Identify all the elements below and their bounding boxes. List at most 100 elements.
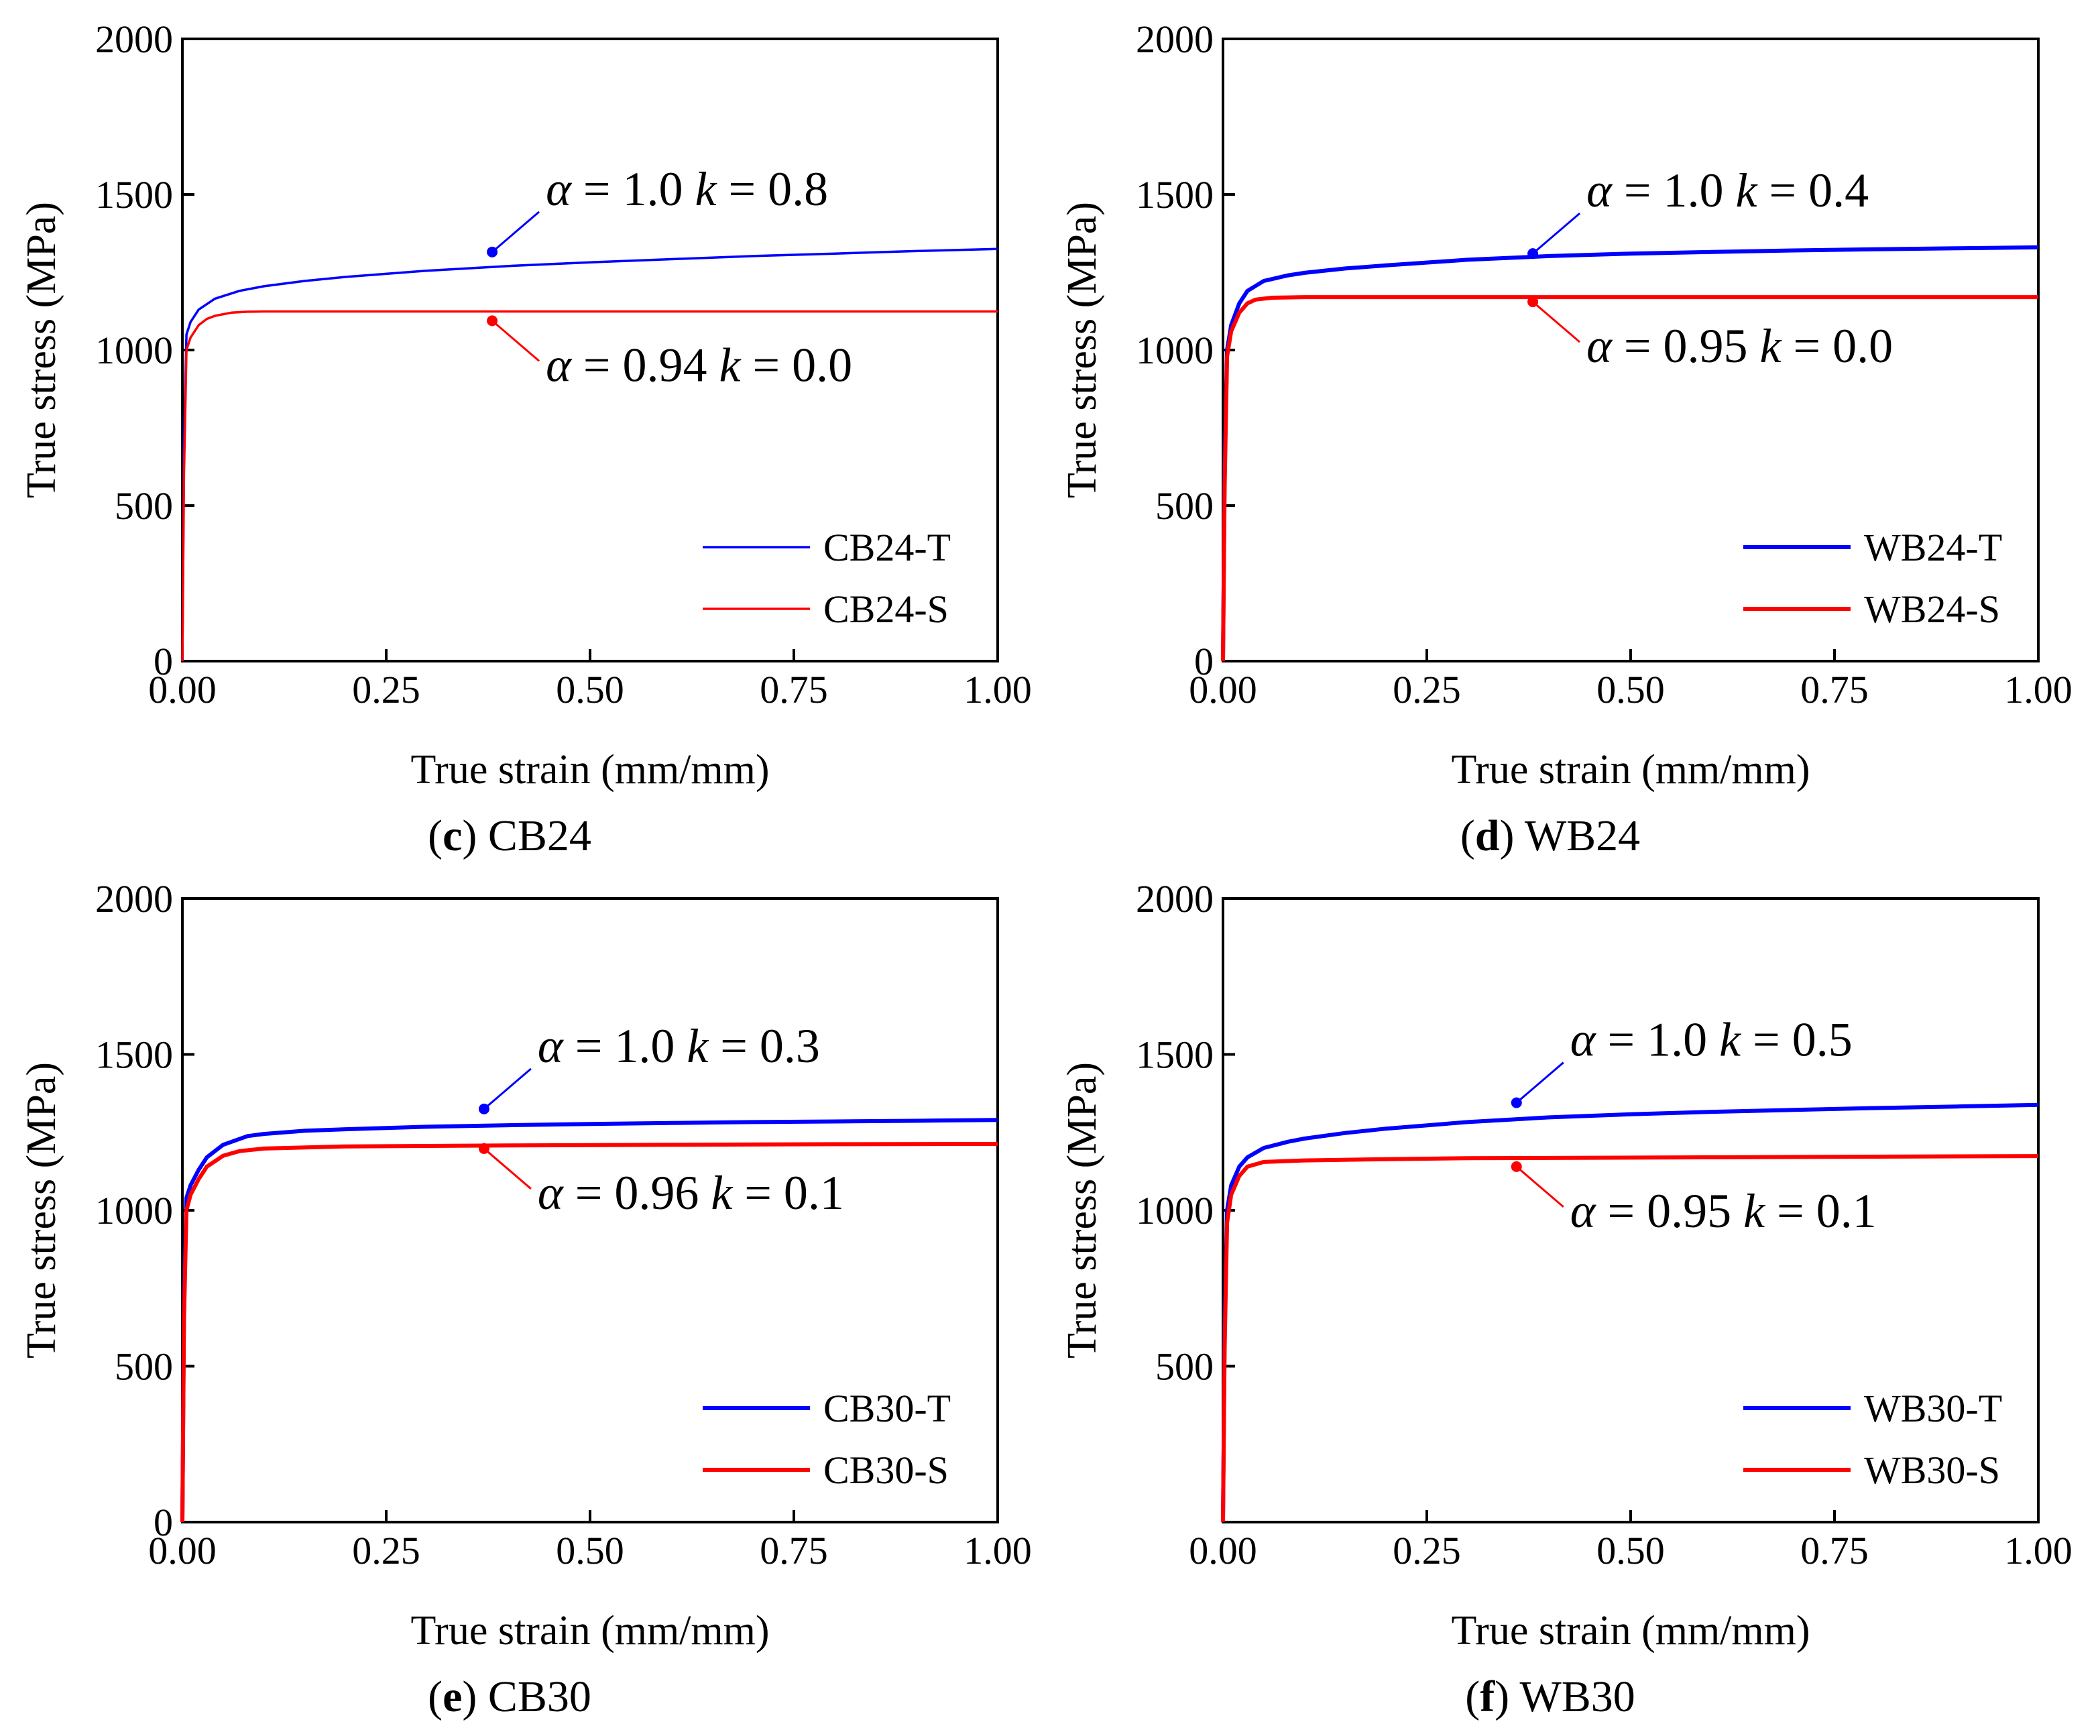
annotation-point (1511, 1097, 1522, 1108)
y-tick-label: 1500 (95, 173, 173, 217)
annotation-k: 0.8 (768, 162, 828, 216)
legend-label: CB30-S (823, 1448, 949, 1492)
annotation-alpha: 0.95 (1663, 319, 1747, 373)
annotation-leader (1515, 1165, 1564, 1208)
x-tick-label: 0.25 (352, 668, 420, 711)
x-tick-label: 0.00 (1189, 668, 1257, 711)
y-tick-label: 1000 (95, 329, 173, 372)
y-tick-label: 0 (154, 1501, 173, 1544)
x-tick-label: 1.00 (964, 668, 1032, 711)
y-tick-label: 1500 (1136, 1033, 1214, 1077)
x-tick-label: 0.75 (1800, 668, 1869, 711)
y-tick-label: 1000 (1136, 329, 1214, 372)
annotation-point (478, 1103, 489, 1114)
annotation-leader (491, 211, 540, 253)
x-tick-label: 0.25 (1393, 1529, 1461, 1572)
panel-caption: (d) WB24 (1460, 811, 1640, 860)
annotation-label: α = 1.0 k = 0.5 (1570, 1013, 1853, 1067)
caption-text: WB30 (1519, 1672, 1635, 1721)
x-tick-label: 0.00 (1189, 1529, 1257, 1572)
series-line-WB24-T (1221, 245, 2039, 662)
y-axis-title: True stress (MPa) (19, 1062, 64, 1358)
y-axis-title: True stress (MPa) (1059, 202, 1105, 498)
annotation-label: α = 0.94 k = 0.0 (546, 338, 852, 392)
x-tick-label: 0.50 (556, 1529, 624, 1572)
legend-label: WB24-S (1864, 587, 2000, 631)
annotation-label: α = 0.95 k = 0.1 (1570, 1184, 1877, 1238)
annotation-alpha: 1.0 (1647, 1013, 1707, 1067)
annotation-leader (483, 1147, 532, 1190)
caption-letter: e (443, 1672, 462, 1721)
x-tick-label: 0.50 (1596, 1529, 1665, 1572)
panel-caption: (c) CB24 (428, 811, 591, 860)
y-tick-label: 1000 (1136, 1189, 1214, 1232)
annotation-point (1527, 248, 1539, 259)
annotation-leader (491, 320, 540, 362)
annotation-k: 0.5 (1792, 1013, 1853, 1067)
legend-label: CB30-T (823, 1387, 951, 1430)
y-tick-label: 500 (1155, 484, 1214, 528)
x-axis-title: True strain (mm/mm) (1451, 1608, 1810, 1654)
legend-label: WB24-T (1864, 526, 2002, 569)
series-line-WB30-S (1221, 1154, 2039, 1523)
x-tick-label: 0.75 (1800, 1529, 1869, 1572)
annotation-point (487, 246, 498, 257)
y-tick-label: 0 (1194, 640, 1214, 683)
x-tick-label: 0.50 (556, 668, 624, 711)
x-axis-title: True strain (mm/mm) (1451, 747, 1810, 793)
x-tick-label: 0.75 (760, 1529, 828, 1572)
annotation-leader (483, 1067, 532, 1110)
y-tick-label: 0 (154, 640, 173, 683)
x-tick-label: 1.00 (964, 1529, 1032, 1572)
panel-caption: (f) WB30 (1465, 1672, 1635, 1721)
series-line-WB30-T (1221, 1102, 2039, 1523)
x-axis-title: True strain (mm/mm) (410, 1608, 769, 1654)
annotation-alpha: 1.0 (622, 162, 683, 216)
annotation-k: 0.3 (760, 1019, 820, 1073)
annotation-k: 0.0 (1832, 319, 1893, 373)
annotation-k: 0.1 (784, 1166, 844, 1220)
annotation-k: 0.4 (1808, 164, 1869, 217)
x-tick-label: 0.25 (1393, 668, 1461, 711)
panel-c: 0.00 0.25 0.50 0.75 1.00 0 500 1000 1500 2000 True… (19, 17, 1032, 860)
y-tick-label: 1500 (1136, 173, 1214, 217)
annotation-label: α = 1.0 k = 0.4 (1586, 164, 1869, 217)
x-tick-label: 0.25 (352, 1529, 420, 1572)
y-tick-label: 2000 (1136, 17, 1214, 61)
caption-letter: f (1480, 1672, 1495, 1721)
annotation-label: α = 0.96 k = 0.1 (538, 1166, 844, 1220)
x-tick-label: 1.00 (2004, 668, 2073, 711)
annotation-k: 0.1 (1816, 1184, 1877, 1238)
legend-label: CB24-T (823, 526, 951, 569)
annotation-point (1511, 1161, 1522, 1172)
panel-e: 0.00 0.25 0.50 0.75 1.00 0 500 1000 1500 2000 True… (19, 877, 1032, 1721)
caption-text: CB24 (488, 811, 591, 860)
y-tick-label: 500 (115, 1345, 173, 1389)
annotation-point (1527, 296, 1539, 308)
y-axis-title: True stress (MPa) (1059, 1062, 1105, 1358)
annotation-point (478, 1143, 489, 1154)
legend-label: CB24-S (823, 587, 949, 631)
annotation-alpha: 0.96 (614, 1166, 699, 1220)
caption-letter: c (443, 811, 462, 860)
annotation-alpha: 0.94 (622, 338, 707, 392)
legend-label: WB30-S (1864, 1448, 2000, 1492)
series-line-WB24-S (1221, 295, 2038, 662)
x-axis-title: True strain (mm/mm) (410, 747, 769, 793)
annotation-alpha: 1.0 (1663, 164, 1723, 217)
x-tick-label: 0.75 (760, 668, 828, 711)
annotation-k: 0.0 (792, 338, 852, 392)
series-line-CB30-T (180, 1118, 998, 1523)
y-tick-label: 1500 (95, 1033, 173, 1077)
series-line-CB24-S (181, 310, 998, 662)
y-tick-label: 2000 (95, 17, 173, 61)
annotation-alpha: 0.95 (1647, 1184, 1731, 1238)
caption-text: WB24 (1525, 811, 1640, 860)
x-tick-label: 0.00 (148, 1529, 217, 1572)
annotation-leader (1532, 213, 1581, 255)
panel-d: 0.00 0.25 0.50 0.75 1.00 0 500 1000 1500 2000 True… (1059, 17, 2073, 860)
caption-letter: d (1475, 811, 1500, 860)
y-tick-label: 2000 (1136, 877, 1214, 921)
annotation-label: α = 0.95 k = 0.0 (1586, 319, 1893, 373)
